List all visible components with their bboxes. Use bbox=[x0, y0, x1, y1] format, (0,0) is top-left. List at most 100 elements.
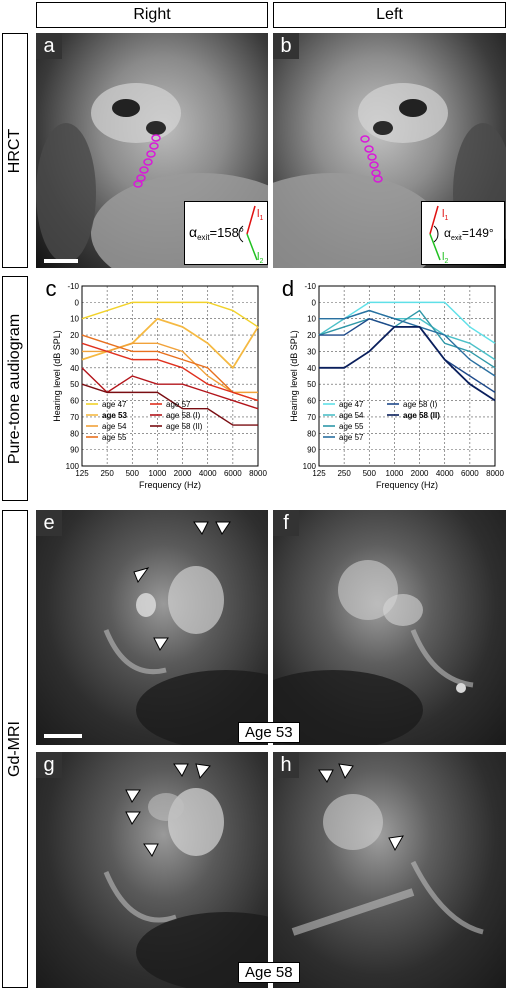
mri-right-age53-image: e bbox=[36, 510, 268, 745]
angle-diagram-right: αexit=158° l1 l2 bbox=[189, 205, 263, 265]
x-tick-label: 250 bbox=[100, 469, 114, 478]
series-line bbox=[81, 342, 259, 402]
row-header-audiogram: Pure-tone audiogram bbox=[2, 276, 28, 501]
row-header-mri: Gd-MRI bbox=[2, 510, 28, 988]
y-tick-label: 80 bbox=[307, 429, 316, 438]
legend-entry: age 55 bbox=[102, 433, 127, 442]
series-line bbox=[319, 309, 496, 377]
x-tick-label: 2000 bbox=[174, 469, 192, 478]
series-line bbox=[81, 301, 259, 328]
svg-text:l1: l1 bbox=[257, 208, 263, 222]
legend-entry: age 58 (I) bbox=[403, 400, 438, 409]
legend-entry: age 55 bbox=[339, 422, 364, 431]
audiogram-left-panel: d 125 250 500 1000 2000 4000 6000 8000 -10 0 10 20 3… bbox=[273, 276, 506, 501]
legend-entry: age 58 (II) bbox=[403, 411, 440, 420]
y-tick-label: 20 bbox=[307, 331, 316, 340]
x-tick-label: 4000 bbox=[436, 469, 454, 478]
x-tick-label: 1000 bbox=[386, 469, 404, 478]
x-tick-label: 2000 bbox=[411, 469, 429, 478]
legend-entry: age 53 bbox=[102, 411, 127, 420]
mri-left-age53-image: f bbox=[273, 510, 506, 745]
svg-text:αexit=149°: αexit=149° bbox=[444, 226, 494, 242]
y-tick-label: -10 bbox=[304, 282, 316, 291]
y-tick-label: 70 bbox=[307, 413, 316, 422]
mri-right-age53-overlay bbox=[44, 521, 268, 745]
svg-text:l1: l1 bbox=[442, 208, 448, 222]
arrowhead-markers bbox=[133, 521, 231, 651]
legend-entry: age 57 bbox=[166, 400, 191, 409]
column-header-right: Right bbox=[36, 2, 268, 28]
series-line bbox=[319, 326, 496, 402]
x-tick-label: 4000 bbox=[199, 469, 217, 478]
x-tick-label: 8000 bbox=[249, 469, 267, 478]
series-line bbox=[318, 309, 496, 369]
series-line bbox=[81, 367, 259, 410]
y-tick-label: 40 bbox=[307, 364, 316, 373]
y-axis-label: Hearing level (dB SPL) bbox=[52, 330, 62, 422]
audiogram-left-chart: 125 250 500 1000 2000 4000 6000 8000 -10 0 10 20 30 4… bbox=[289, 282, 504, 490]
panel-label-g: g bbox=[36, 752, 62, 778]
series-line bbox=[81, 334, 259, 402]
panel-label-c: c bbox=[45, 276, 57, 301]
column-header-left: Left bbox=[273, 2, 506, 28]
hrct-right-overlay bbox=[36, 83, 268, 268]
angle-diagram-left: αexit=149° l1 l2 bbox=[429, 205, 494, 265]
mri-left-age58-overlay bbox=[291, 763, 484, 936]
x-tick-label: 6000 bbox=[224, 469, 242, 478]
x-tick-label: 500 bbox=[363, 469, 377, 478]
legend-entry: age 58 (II) bbox=[166, 422, 203, 431]
y-tick-label: 90 bbox=[307, 446, 316, 455]
legend-entry: age 47 bbox=[102, 400, 127, 409]
x-tick-label: 8000 bbox=[486, 469, 504, 478]
age-58-label: Age 58 bbox=[238, 962, 300, 983]
y-tick-label: 0 bbox=[75, 298, 80, 307]
y-tick-label: 10 bbox=[70, 315, 79, 324]
audiogram-right-panel: c 125 250 500 1000 2000 4000 6000 8000 -10 0 10 20 3… bbox=[36, 276, 268, 501]
series-line bbox=[319, 317, 496, 393]
plot-frame bbox=[81, 285, 259, 467]
legend-entry: age 54 bbox=[339, 411, 364, 420]
svg-text:αexit=158°: αexit=158° bbox=[189, 224, 244, 242]
panel-label-h: h bbox=[273, 752, 299, 778]
arrowhead-markers bbox=[318, 763, 404, 852]
angle-inset-left: αexit=149° l1 l2 bbox=[421, 201, 505, 265]
y-tick-label: 50 bbox=[307, 380, 316, 389]
audiogram-right-chart: 125 250 500 1000 2000 4000 6000 8000 -10 0 10 20 30 4… bbox=[52, 282, 267, 490]
scale-bar bbox=[44, 259, 78, 263]
arrowhead-markers bbox=[125, 763, 211, 857]
hrct-right-image: a αexit=158° l1 l2 bbox=[36, 33, 268, 268]
y-tick-label: 30 bbox=[307, 347, 316, 356]
y-axis-label: Hearing level (dB SPL) bbox=[289, 330, 299, 422]
y-tick-label: 50 bbox=[70, 380, 79, 389]
x-axis-label: Frequency (Hz) bbox=[376, 480, 438, 490]
hrct-left-image: b αexit=149° l1 l2 bbox=[273, 33, 506, 268]
svg-text:l2: l2 bbox=[257, 251, 263, 264]
y-tick-label: 80 bbox=[70, 429, 79, 438]
y-tick-label: -10 bbox=[67, 282, 79, 291]
y-tick-label: 90 bbox=[70, 446, 79, 455]
y-tick-label: 20 bbox=[70, 331, 79, 340]
y-tick-label: 60 bbox=[307, 397, 316, 406]
row-header-hrct: HRCT bbox=[2, 33, 28, 268]
y-tick-label: 100 bbox=[303, 462, 317, 471]
x-tick-label: 6000 bbox=[461, 469, 479, 478]
panel-label-b: b bbox=[273, 33, 299, 59]
legend-entry: age 54 bbox=[102, 422, 127, 431]
legend-entry: age 57 bbox=[339, 433, 364, 442]
x-tick-label: 125 bbox=[75, 469, 89, 478]
x-tick-label: 500 bbox=[126, 469, 140, 478]
y-tick-label: 70 bbox=[70, 413, 79, 422]
age-53-label: Age 53 bbox=[238, 722, 300, 743]
panel-label-e: e bbox=[36, 510, 62, 536]
angle-inset-right: αexit=158° l1 l2 bbox=[184, 201, 268, 265]
series-line bbox=[319, 301, 496, 344]
legend-entry: age 47 bbox=[339, 400, 364, 409]
legend-entry: age 58 (I) bbox=[166, 411, 201, 420]
panel-label-a: a bbox=[36, 33, 62, 59]
x-axis-label: Frequency (Hz) bbox=[139, 480, 201, 490]
mri-right-age58-image: g bbox=[36, 752, 268, 988]
mri-left-age53-overlay bbox=[273, 560, 474, 745]
y-tick-label: 100 bbox=[66, 462, 80, 471]
y-tick-label: 60 bbox=[70, 397, 79, 406]
y-tick-label: 0 bbox=[312, 298, 317, 307]
